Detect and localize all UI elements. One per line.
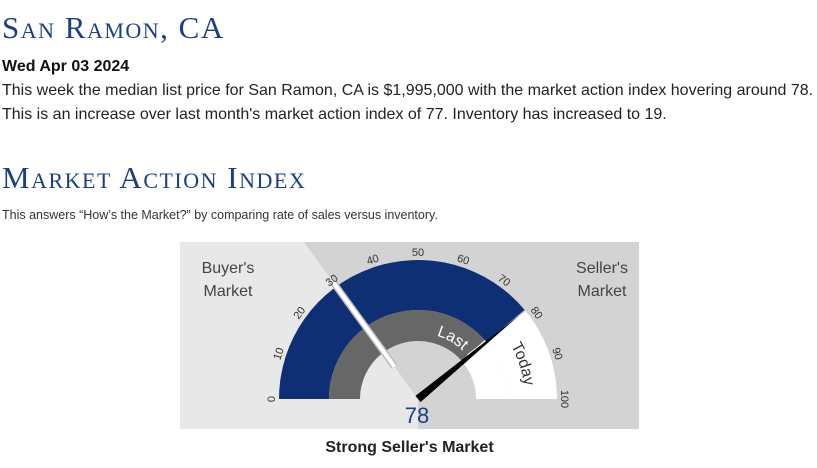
market-action-gauge: 0 10 20 30 40 50 60 70 80 90 100 Today Last Month Buy… xyxy=(180,242,679,429)
gauge-tick-label: 60 xyxy=(455,253,470,268)
gauge-tick-label: 0 xyxy=(266,396,278,402)
gauge-tick-label: 40 xyxy=(365,253,380,268)
gauge-tick-label: 20 xyxy=(291,305,308,322)
gauge-tick-label: 80 xyxy=(528,305,545,322)
buyers-market-label: Buyer's xyxy=(202,260,255,277)
section-title: Market Action Index xyxy=(2,160,307,195)
gauge-value: 78 xyxy=(405,403,429,428)
gauge-tick-label: 30 xyxy=(324,272,341,289)
gauge-tick-label: 100 xyxy=(558,390,570,408)
sellers-market-label: Seller's xyxy=(576,260,628,277)
gauge-tick-label: 90 xyxy=(549,346,564,361)
today-arc-remainder xyxy=(486,310,557,399)
city-title: San Ramon, CA xyxy=(2,10,225,45)
gauge-tick-label: 50 xyxy=(412,247,424,259)
gauge-needle xyxy=(415,316,519,403)
buyers-market-label: Market xyxy=(204,283,253,300)
market-verdict: Strong Seller's Market xyxy=(325,439,494,456)
threshold-divider xyxy=(328,276,397,368)
gauge-tick-label: 10 xyxy=(272,346,287,361)
section-description: This answers “How’s the Market?” by comp… xyxy=(2,208,438,222)
market-summary: This week the median list price for San … xyxy=(2,82,814,123)
gauge-tick-label: 70 xyxy=(495,272,512,289)
report-date: Wed Apr 03 2024 xyxy=(2,58,130,75)
sellers-market-label: Market xyxy=(578,283,627,300)
